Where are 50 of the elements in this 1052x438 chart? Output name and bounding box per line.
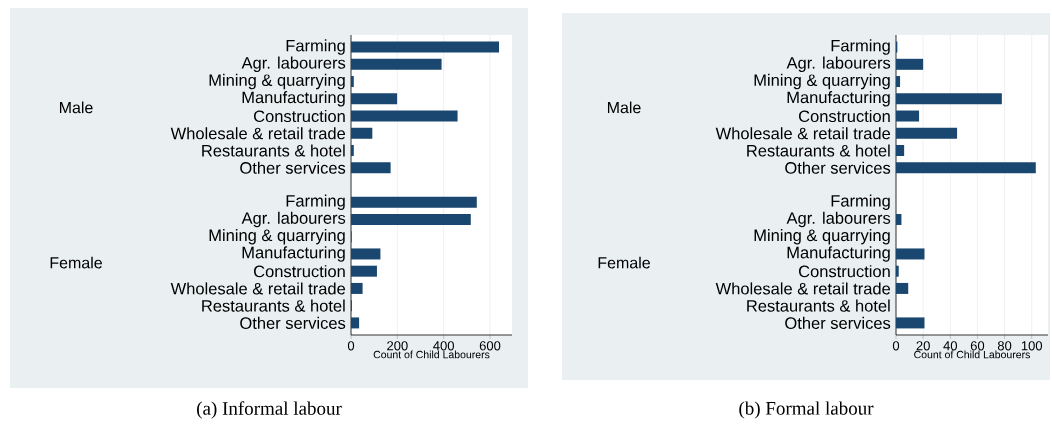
text: (b) Formal labour <box>739 401 874 419</box>
x-tick-label: 100 <box>1021 341 1043 351</box>
y-tick-label: Mining & quarrying <box>754 229 890 245</box>
y-tick-label: Farming <box>831 39 890 55</box>
x-axis-title: Count of Child Labourers <box>914 350 1030 359</box>
y-tick-label: Restaurants & hotel <box>202 144 345 157</box>
x-tick-label: 60 <box>970 341 985 351</box>
y-tick-label: Construction <box>254 109 345 123</box>
x-tick-label: 400 <box>433 341 455 351</box>
x-tick-label: 80 <box>997 341 1012 351</box>
y-tick-label: Farming <box>286 39 345 55</box>
y-tick-label: Wholesale & retail trade <box>715 127 891 140</box>
text: Male <box>607 101 641 114</box>
y-tick-label: Wholesale & retail trade <box>170 282 346 295</box>
text: (a) Informal labour <box>197 401 342 419</box>
y-tick-label: Mining & quarrying <box>209 229 345 245</box>
y-tick-label: Construction <box>799 265 890 278</box>
text: Male <box>59 101 93 114</box>
x-tick-label: 600 <box>479 341 501 351</box>
y-tick-label: Agr. labourers <box>786 56 891 72</box>
y-tick-label: Agr. labourers <box>241 56 346 72</box>
y-tick-label: Agr. labourers <box>241 211 346 228</box>
text: Female <box>50 256 102 269</box>
y-tick-label: Restaurants & hotel <box>747 144 890 157</box>
y-tick-label: Wholesale & retail trade <box>715 282 891 295</box>
y-tick-label: Wholesale & retail trade <box>170 127 346 140</box>
y-tick-label: Agr. labourers <box>786 211 891 228</box>
x-tick-label: 20 <box>916 341 930 351</box>
y-tick-label: Manufacturing <box>242 246 345 262</box>
y-tick-label: Farming <box>286 194 345 210</box>
y-tick-label: Other services <box>785 161 891 174</box>
y-tick-label: Farming <box>831 194 890 210</box>
x-tick-label: 40 <box>943 341 958 351</box>
y-tick-label: Other services <box>240 161 346 174</box>
y-tick-label: Construction <box>254 265 345 278</box>
text: Female <box>598 256 650 269</box>
y-tick-label: Mining & quarrying <box>754 73 890 90</box>
x-axis-title: Count of Child Labourers <box>373 350 490 359</box>
x-tick-label: 0 <box>347 341 355 351</box>
y-tick-label: Mining & quarrying <box>209 73 345 90</box>
x-tick-label: 200 <box>387 341 408 351</box>
y-tick-label: Construction <box>799 109 890 123</box>
y-tick-label: Restaurants & hotel <box>747 299 890 312</box>
y-tick-label: Manufacturing <box>787 91 890 107</box>
y-tick-label: Other services <box>240 316 346 329</box>
y-tick-label: Restaurants & hotel <box>202 299 345 312</box>
y-tick-label: Manufacturing <box>242 91 345 107</box>
y-tick-label: Other services <box>785 316 891 329</box>
x-tick-label: 0 <box>892 341 900 351</box>
y-tick-label: Manufacturing <box>787 246 890 262</box>
